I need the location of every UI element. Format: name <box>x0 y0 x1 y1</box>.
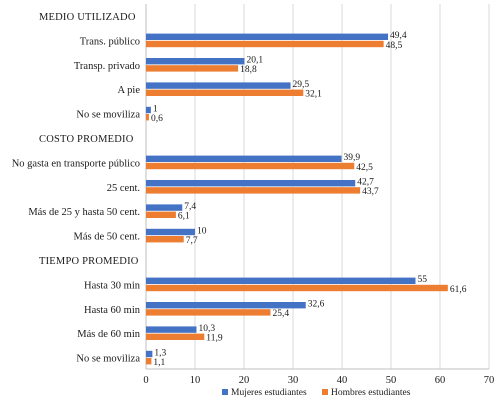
data-label-hombres: 43,7 <box>362 187 379 197</box>
bar-mujeres <box>146 58 245 65</box>
section-title: MEDIO UTILIZADO <box>39 12 136 23</box>
category-label: Hasta 60 min <box>84 305 141 316</box>
data-label-hombres: 32,1 <box>305 90 322 100</box>
bar-hombres <box>146 65 239 72</box>
x-tick-label: 10 <box>190 375 201 386</box>
data-label-mujeres: 39,9 <box>344 153 361 163</box>
x-tick-label: 30 <box>288 375 299 386</box>
legend-swatch-mujeres <box>222 389 228 395</box>
x-axis: 0 10 20 30 40 50 60 70 <box>143 368 495 386</box>
section-title: COSTO PROMEDIO <box>39 134 134 145</box>
data-label-mujeres: 42,7 <box>357 178 374 188</box>
category-label: Transp. privado <box>74 61 140 72</box>
grid-lines <box>145 4 490 369</box>
bar-mujeres <box>146 106 151 114</box>
category-label: A pie <box>118 85 141 96</box>
data-label-mujeres: 1 <box>153 104 158 114</box>
x-tick-label: 0 <box>143 375 148 386</box>
data-label-hombres: 61,6 <box>450 285 467 295</box>
data-label-hombres: 42,5 <box>356 163 373 173</box>
x-tick-label: 60 <box>435 375 446 386</box>
bar-mujeres <box>146 155 342 162</box>
legend: Mujeres estudiantes Hombres estudiantes <box>222 388 411 398</box>
legend-label-mujeres: Mujeres estudiantes <box>231 388 307 398</box>
data-label-hombres: 6,1 <box>178 212 190 222</box>
data-label-hombres: 11,9 <box>206 334 223 344</box>
bar-hombres <box>146 309 271 316</box>
bar-mujeres <box>146 302 306 309</box>
bar-hombres <box>146 358 152 365</box>
category-label: No gasta en transporte público <box>12 158 140 169</box>
bar-hombres <box>146 333 205 340</box>
legend-label-hombres: Hombres estudiantes <box>331 388 411 398</box>
value-labels: 49,448,5 20,118,8 29,532,1 10,6 39,942,5 42,7… <box>151 31 467 368</box>
bar-mujeres <box>146 82 291 89</box>
bar-mujeres <box>146 33 389 40</box>
data-label-mujeres: 32,6 <box>308 300 325 310</box>
legend-swatch-hombres <box>322 389 328 395</box>
category-labels: Trans. público Transp. privado A pie No se … <box>12 36 141 364</box>
category-label: Más de 25 y hasta 50 cent. <box>28 207 140 218</box>
bar-hombres <box>146 236 184 243</box>
data-label-mujeres: 20,1 <box>246 56 263 66</box>
x-tick-label: 40 <box>337 375 348 386</box>
bar-hombres <box>146 162 355 170</box>
bar-mujeres <box>146 350 153 358</box>
data-label-hombres: 18,8 <box>240 65 257 75</box>
data-label-hombres: 1,1 <box>153 358 165 368</box>
data-label-mujeres: 49,4 <box>390 31 407 41</box>
bar-hombres <box>146 40 384 48</box>
bar-hombres <box>146 114 149 121</box>
category-label: No se moviliza <box>76 354 140 365</box>
section-titles: MEDIO UTILIZADO COSTO PROMEDIO TIEMPO PROM… <box>39 12 139 267</box>
data-label-mujeres: 55 <box>418 275 428 285</box>
data-label-mujeres: 1,3 <box>154 348 166 358</box>
bar-mujeres <box>146 180 356 187</box>
bar-hombres <box>146 211 176 218</box>
bar-hombres <box>146 89 304 96</box>
bars <box>146 33 448 365</box>
bar-mujeres <box>146 228 195 236</box>
data-label-hombres: 0,6 <box>151 114 163 124</box>
bar-mujeres <box>146 277 416 284</box>
x-tick-label: 70 <box>484 375 495 386</box>
category-label: No se moviliza <box>76 110 140 121</box>
bar-hombres <box>146 284 448 292</box>
section-title: TIEMPO PROMEDIO <box>39 256 139 267</box>
category-label: Más de 60 min <box>77 329 140 340</box>
data-label-mujeres: 10,3 <box>198 324 215 334</box>
data-label-mujeres: 10 <box>197 226 207 236</box>
bar-mujeres <box>146 326 197 333</box>
data-label-hombres: 48,5 <box>386 41 403 51</box>
category-label: Más de 50 cent. <box>74 232 140 243</box>
category-label: 25 cent. <box>107 183 140 194</box>
category-label: Hasta 30 min <box>84 280 141 291</box>
data-label-hombres: 25,4 <box>272 309 289 319</box>
data-label-mujeres: 29,5 <box>293 80 310 90</box>
bar-mujeres <box>146 204 183 211</box>
x-tick-label: 20 <box>239 375 250 386</box>
data-label-mujeres: 7,4 <box>184 202 196 212</box>
x-tick-label: 50 <box>386 375 397 386</box>
bar-hombres <box>146 187 361 194</box>
category-label: Trans. público <box>80 36 140 47</box>
data-label-hombres: 7,7 <box>186 236 198 246</box>
